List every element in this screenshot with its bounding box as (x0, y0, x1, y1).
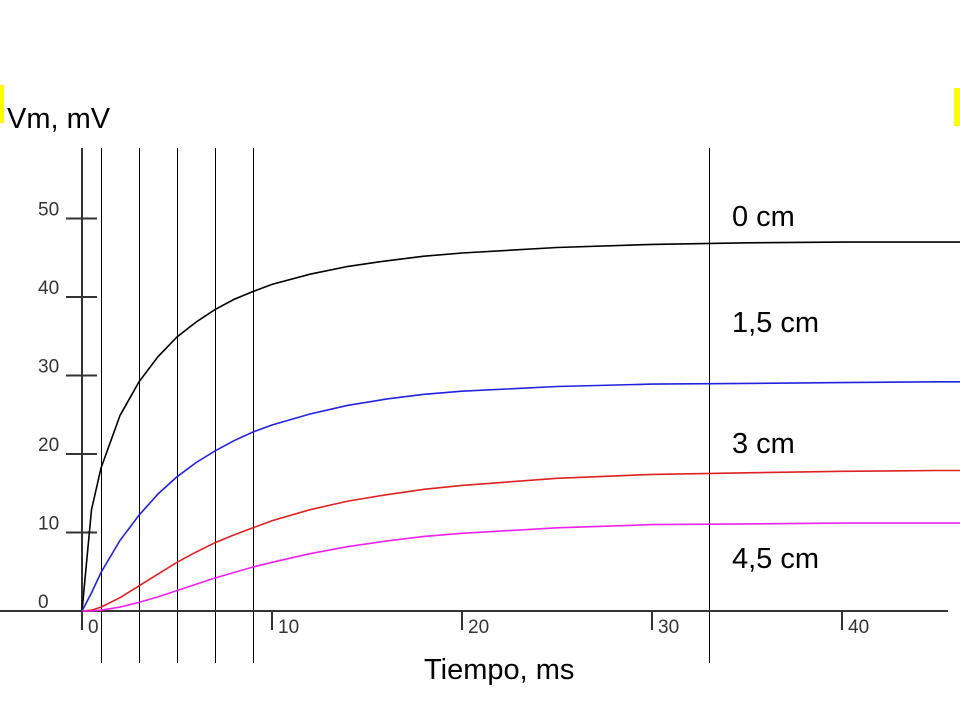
y-tick-label-40: 40 (38, 278, 59, 299)
y-tick-label-50: 50 (38, 200, 59, 221)
y-tick-label-0: 0 (38, 592, 49, 613)
series-line-1 (81, 241, 960, 612)
x-axis-ticks: 0 10 20 30 40 (81, 611, 869, 638)
y-axis-title: Vm, mV (7, 103, 111, 135)
series-group (81, 241, 960, 612)
x-tick-label-20: 20 (468, 617, 489, 638)
yellow-edge-mark-left (0, 85, 4, 123)
curve-label-4-5cm: 4,5 cm (732, 543, 819, 575)
x-tick-label-40: 40 (848, 617, 869, 638)
yellow-edge-mark-right (954, 88, 960, 126)
curve-label-0cm: 0 cm (732, 201, 795, 233)
x-tick-label-0: 0 (88, 617, 99, 638)
x-tick-label-30: 30 (658, 617, 679, 638)
y-tick-label-20: 20 (38, 435, 59, 456)
y-axis-ticks: 0 10 20 30 40 50 (38, 200, 97, 613)
y-tick-label-30: 30 (38, 357, 59, 378)
axes (0, 148, 948, 625)
curve-label-1-5cm: 1,5 cm (732, 307, 819, 339)
x-axis-title: Tiempo, ms (424, 654, 574, 686)
series-line-3 (81, 469, 960, 612)
series-line-2 (81, 381, 960, 612)
curve-label-3cm: 3 cm (732, 428, 795, 460)
series-line-4 (82, 522, 960, 612)
y-tick-label-10: 10 (38, 514, 59, 535)
vertical-marker-lines (101, 148, 710, 663)
x-tick-label-10: 10 (278, 617, 299, 638)
